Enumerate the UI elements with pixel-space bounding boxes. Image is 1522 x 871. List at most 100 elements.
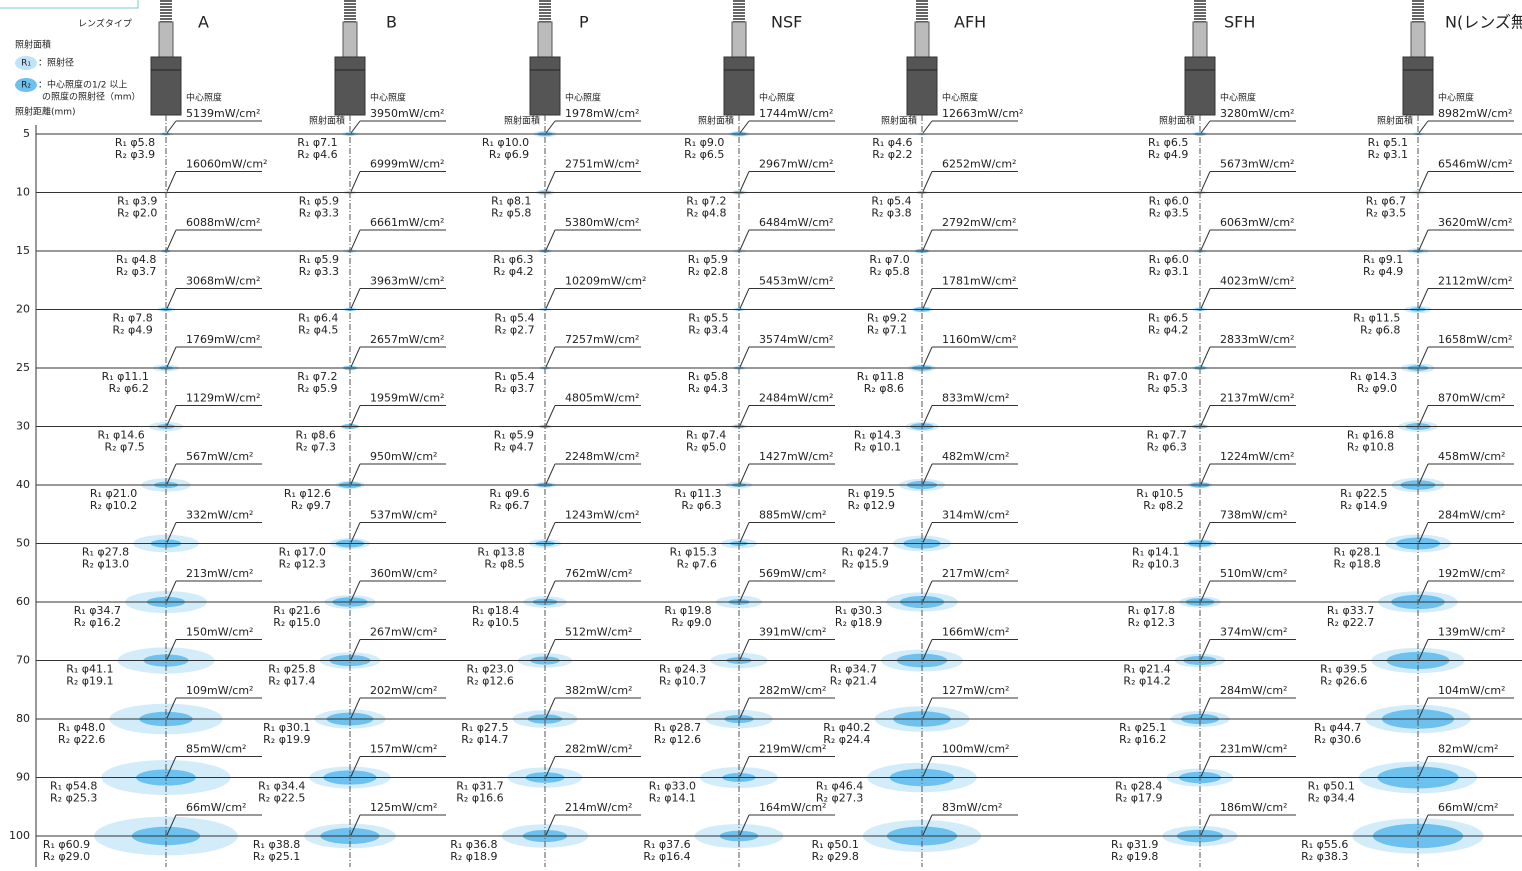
leader bbox=[739, 346, 750, 368]
intensity: 569mW/cm² bbox=[759, 567, 826, 580]
intensity: 1959mW/cm² bbox=[370, 392, 444, 405]
diameter-value: 19.5 bbox=[870, 487, 895, 500]
diameter-r2: R₂ φ3.1 bbox=[1368, 148, 1408, 161]
distance-label: 60 bbox=[16, 595, 30, 608]
diameter-r1: R₁ φ25.8 bbox=[268, 663, 315, 676]
leader bbox=[739, 405, 750, 426]
leader bbox=[545, 346, 556, 368]
intensity: 5380mW/cm² bbox=[565, 216, 639, 229]
lens-spring bbox=[916, 15, 928, 17]
intensity: 2657mW/cm² bbox=[370, 333, 444, 346]
intensity-value: 2967 bbox=[759, 158, 787, 171]
diameter-value: 4.5 bbox=[321, 324, 339, 337]
intensity-unit: mW/cm² bbox=[391, 567, 437, 580]
intensity-unit: mW/cm² bbox=[593, 107, 639, 120]
leader bbox=[739, 697, 750, 719]
diameter-r1: R₁ φ7.7 bbox=[1147, 429, 1187, 442]
diameter-r1: R₁ φ16.8 bbox=[1347, 429, 1394, 442]
lens-spring bbox=[733, 15, 745, 17]
diameter-value: 28.1 bbox=[1356, 546, 1381, 559]
diameter-value: 10.7 bbox=[682, 675, 707, 688]
leader bbox=[545, 229, 556, 251]
leader bbox=[739, 288, 750, 309]
diameter-r1: R₁ φ46.4 bbox=[816, 780, 863, 793]
diameter-r1: R₁ φ6.0 bbox=[1149, 253, 1189, 266]
diameter-r1: R₁ φ12.6 bbox=[284, 487, 331, 500]
intensity-unit: mW/cm² bbox=[970, 333, 1016, 346]
diameter-value: 3.8 bbox=[894, 207, 912, 220]
intensity: 284mW/cm² bbox=[1220, 684, 1287, 697]
intensity-value: 12663 bbox=[942, 107, 977, 120]
intensity: 2484mW/cm² bbox=[759, 392, 833, 405]
intensity: 6484mW/cm² bbox=[759, 216, 833, 229]
intensity-unit: mW/cm² bbox=[970, 216, 1016, 229]
intensity-value: 2137 bbox=[1220, 392, 1248, 405]
intensity-value: 284 bbox=[1220, 684, 1241, 697]
diameter-value: 9.7 bbox=[314, 499, 332, 512]
diameter-r2: R₂ φ5.3 bbox=[1147, 382, 1187, 395]
intensity: 5139mW/cm² bbox=[186, 107, 260, 120]
diameter-prefix: R₂ φ bbox=[467, 675, 490, 688]
diameter-prefix: R₁ φ bbox=[1149, 253, 1172, 266]
lens-spring bbox=[160, 0, 172, 2]
diameter-value: 3.4 bbox=[711, 324, 729, 337]
intensity-value: 2657 bbox=[370, 333, 398, 346]
diameter-value: 25.1 bbox=[276, 850, 301, 863]
diameter-value: 12.3 bbox=[301, 558, 326, 571]
diameter-prefix: R₁ φ bbox=[686, 429, 709, 442]
diameter-prefix: R₂ φ bbox=[1132, 558, 1155, 571]
diameter-r1: R₁ φ31.7 bbox=[456, 780, 503, 793]
diameter-value: 7.6 bbox=[699, 558, 717, 571]
leader bbox=[350, 229, 361, 251]
diameter-r2: R₂ φ16.4 bbox=[643, 850, 690, 863]
diameter-value: 36.8 bbox=[473, 838, 498, 851]
area-label: 照射面積 bbox=[698, 115, 734, 127]
center-label: 中心照度 bbox=[1438, 92, 1474, 104]
intensity: 360mW/cm² bbox=[370, 567, 437, 580]
intensity-value: 1744 bbox=[759, 107, 787, 120]
diameter-r1: R₁ φ24.3 bbox=[659, 663, 706, 676]
intensity-unit: mW/cm² bbox=[1248, 216, 1294, 229]
diameter-value: 4.6 bbox=[320, 148, 338, 161]
diameter-value: 6.5 bbox=[707, 148, 725, 161]
intensity-unit: mW/cm² bbox=[787, 333, 833, 346]
leader bbox=[1200, 120, 1211, 134]
diameter-prefix: R₂ φ bbox=[104, 441, 127, 454]
diameter-value: 10.5 bbox=[495, 616, 520, 629]
intensity: 1129mW/cm² bbox=[186, 392, 260, 405]
leader bbox=[1200, 522, 1211, 543]
diameter-prefix: R₂ φ bbox=[671, 616, 694, 629]
intensity-value: 458 bbox=[1438, 450, 1459, 463]
diameter-prefix: R₂ φ bbox=[1149, 207, 1172, 220]
intensity-unit: mW/cm² bbox=[200, 801, 246, 814]
lens-body bbox=[529, 56, 561, 116]
diameter-prefix: R₁ φ bbox=[273, 604, 296, 617]
diameter-r2: R₂ φ7.1 bbox=[867, 324, 907, 337]
diameter-prefix: R₂ φ bbox=[263, 733, 286, 746]
diameter-r2: R₂ φ22.6 bbox=[58, 733, 105, 746]
diameter-value: 14.3 bbox=[877, 429, 902, 442]
intensity-unit: mW/cm² bbox=[963, 509, 1009, 522]
intensity: 374mW/cm² bbox=[1220, 626, 1287, 639]
intensity-value: 569 bbox=[759, 567, 780, 580]
diameter-prefix: R₁ φ bbox=[688, 253, 711, 266]
intensity: 83mW/cm² bbox=[942, 801, 1002, 814]
diameter-r2: R₂ φ4.6 bbox=[297, 148, 337, 161]
diameter-r1: R₁ φ5.9 bbox=[688, 253, 728, 266]
leader bbox=[545, 697, 556, 719]
intensity-value: 100 bbox=[942, 743, 963, 756]
intensity-value: 202 bbox=[370, 684, 391, 697]
diameter-r2: R₂ φ16.2 bbox=[74, 616, 121, 629]
intensity-value: 374 bbox=[1220, 626, 1241, 639]
diameter-prefix: R₁ φ bbox=[1136, 487, 1159, 500]
intensity: 16060mW/cm² bbox=[186, 158, 267, 171]
diameter-prefix: R₂ φ bbox=[1301, 850, 1324, 863]
intensity-unit: mW/cm² bbox=[787, 158, 833, 171]
diameter-r2: R₂ φ6.7 bbox=[489, 499, 529, 512]
lens-body bbox=[334, 56, 366, 116]
diameter-r1: R₁ φ37.6 bbox=[643, 838, 690, 851]
diameter-r1: R₁ φ7.0 bbox=[1147, 370, 1187, 383]
intensity: 5673mW/cm² bbox=[1220, 158, 1294, 171]
diameter-prefix: R₁ φ bbox=[688, 312, 711, 325]
intensity-value: 3068 bbox=[186, 275, 214, 288]
